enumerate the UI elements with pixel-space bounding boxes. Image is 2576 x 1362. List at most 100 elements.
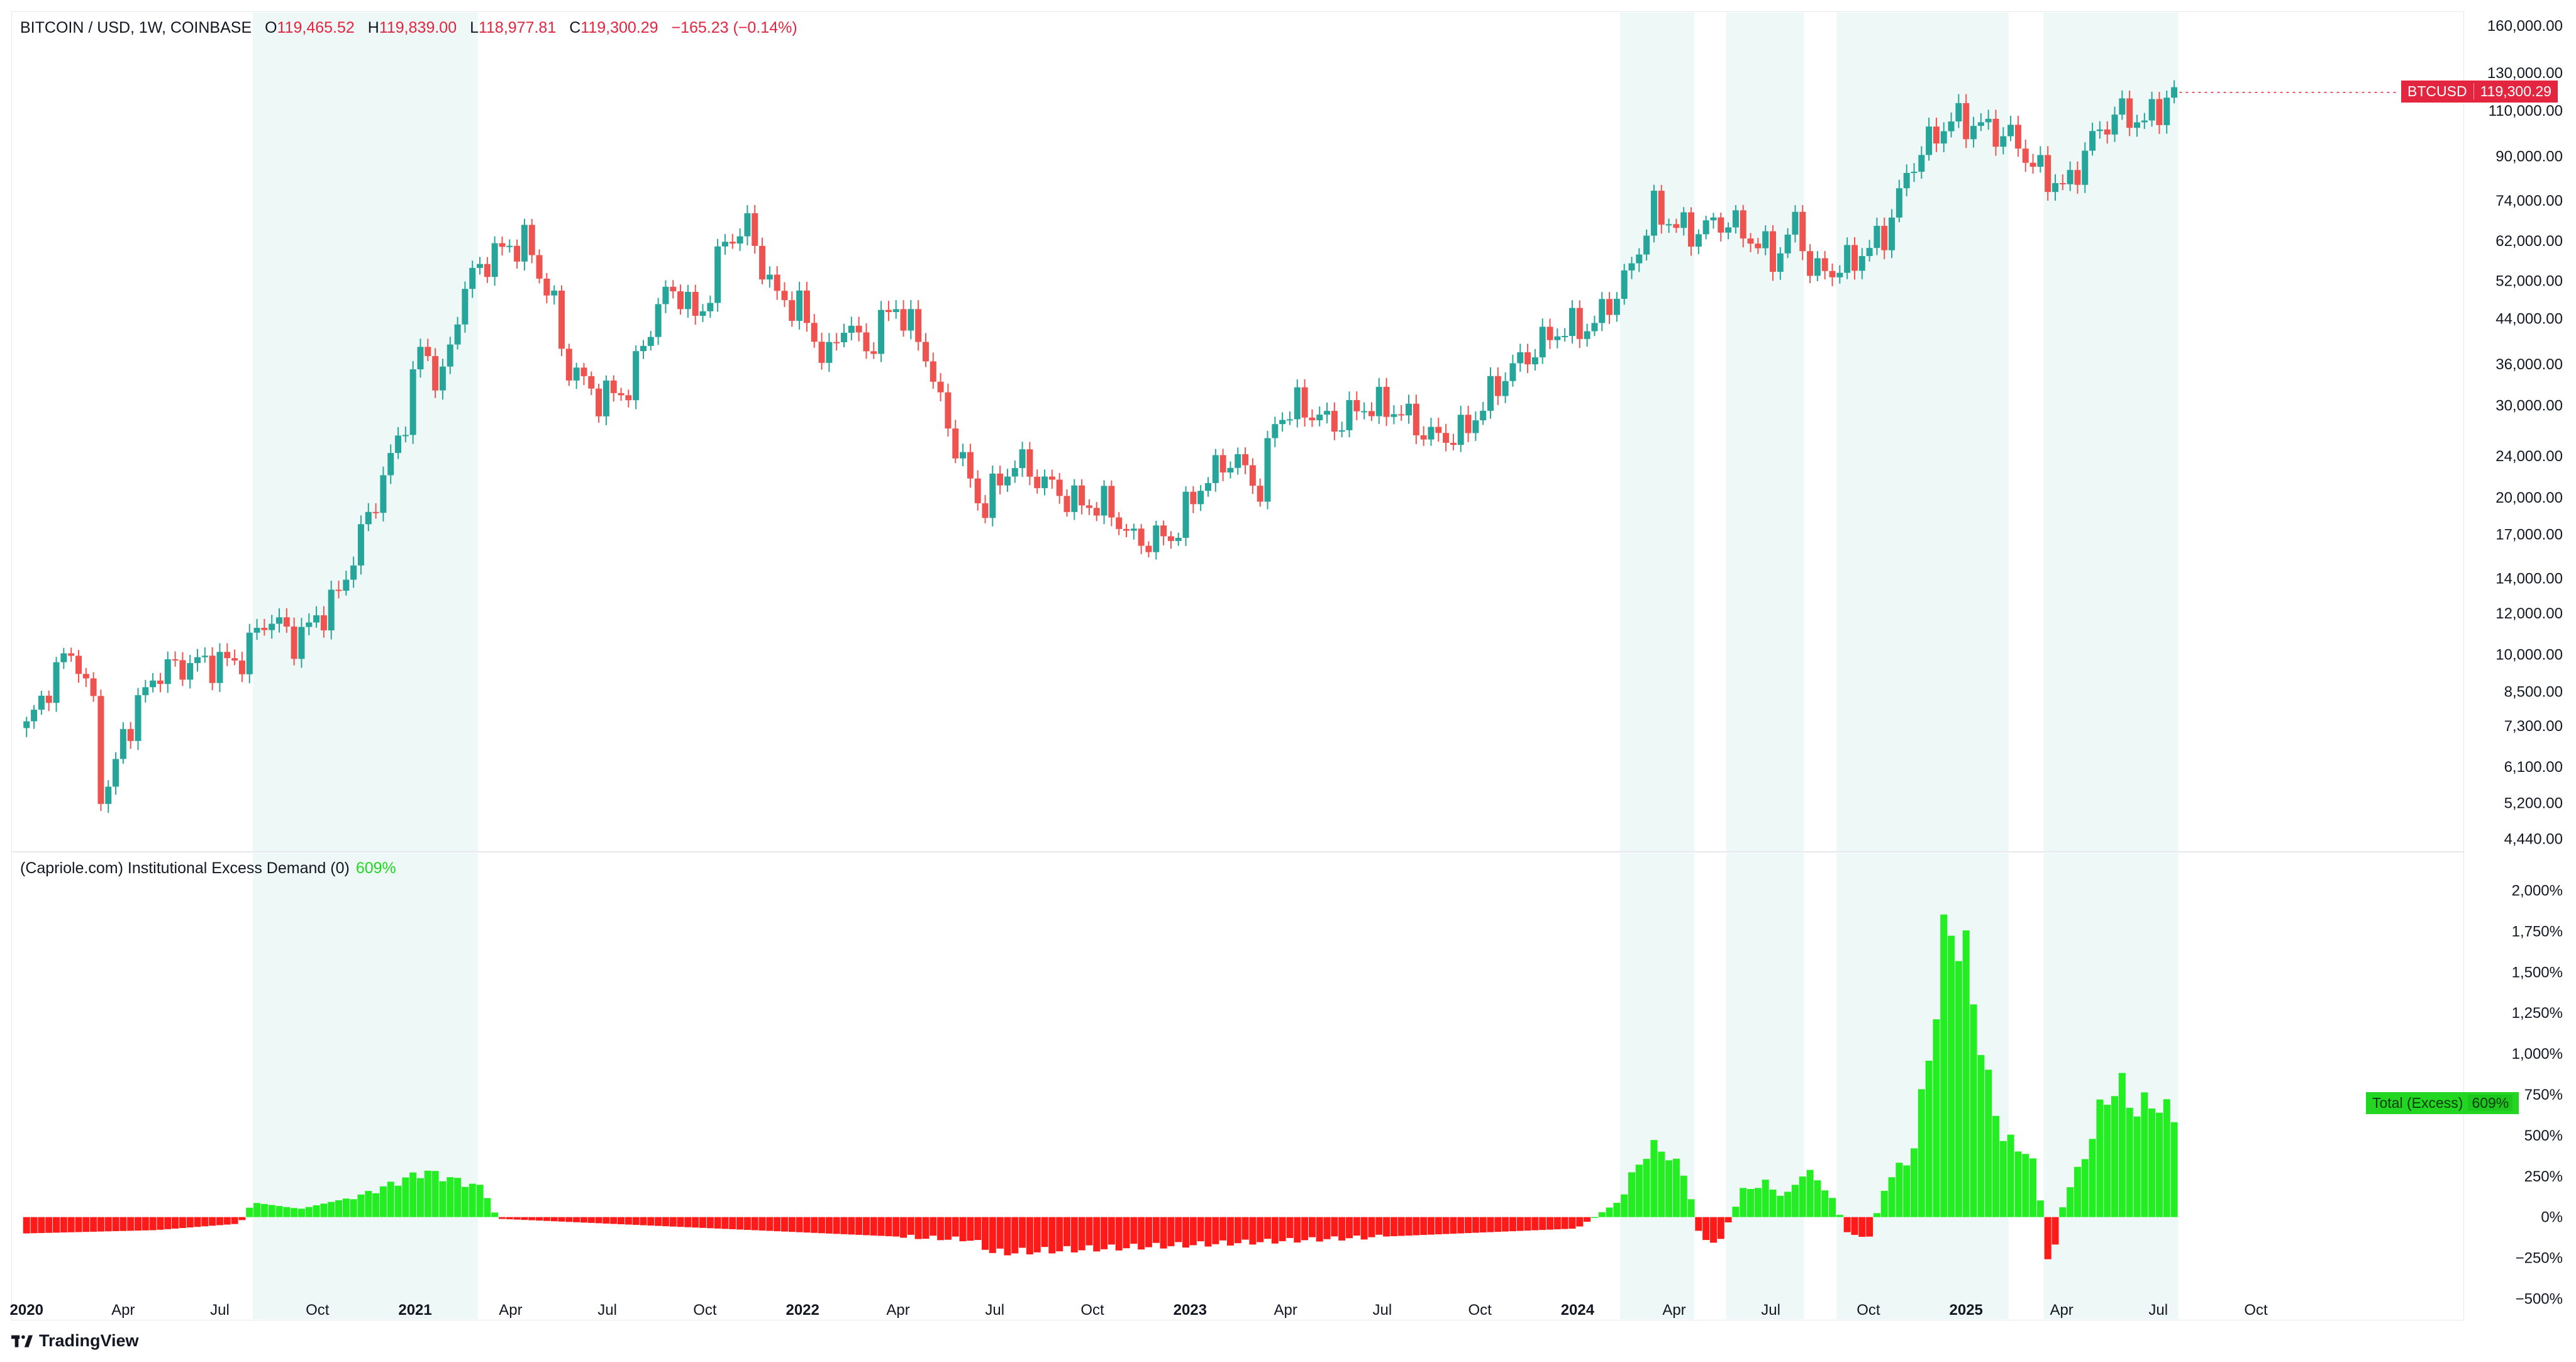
indicator-bar <box>402 1177 409 1217</box>
indicator-bar <box>1234 1217 1241 1244</box>
indicator-bar <box>818 1217 826 1234</box>
time-axis-tick: Oct <box>1468 1302 1492 1319</box>
candle-body <box>2029 162 2036 167</box>
candle-body <box>974 478 981 503</box>
candle-body <box>1480 410 1487 421</box>
indicator-bar <box>989 1217 996 1253</box>
time-axis-tick: Oct <box>2244 1302 2268 1319</box>
indicator-bar <box>714 1217 721 1229</box>
candle-body <box>1710 217 1717 221</box>
indicator-bar <box>1628 1172 1635 1217</box>
candle-body <box>113 759 119 787</box>
indicator-bar <box>313 1205 320 1217</box>
candle-body <box>1799 211 1806 252</box>
candle-body <box>291 626 297 659</box>
indicator-bar <box>974 1217 982 1241</box>
indicator-bar <box>1836 1215 1843 1217</box>
candle-body <box>372 511 379 513</box>
candle-body <box>1866 248 1873 257</box>
candle-body <box>275 617 282 624</box>
candle-body <box>1777 253 1784 272</box>
indicator-bar <box>825 1217 833 1234</box>
candle-body <box>194 657 201 663</box>
indicator-bar <box>328 1202 335 1217</box>
symbol-title[interactable]: BITCOIN / USD, 1W, COINBASE <box>20 19 252 36</box>
price-axis-tick: 7,300.00 <box>2504 718 2563 735</box>
indicator-bar <box>1085 1217 1093 1246</box>
price-axis-tick: 12,000.00 <box>2496 605 2563 622</box>
price-axis-tick: 8,500.00 <box>2504 683 2563 700</box>
indicator-bar <box>45 1217 53 1233</box>
candle-body <box>97 696 104 804</box>
indicator-bar <box>1955 961 1962 1217</box>
candle-body <box>989 473 996 518</box>
indicator-bar <box>1524 1217 1531 1231</box>
candle-body <box>848 325 855 333</box>
candle-body <box>164 659 171 684</box>
indicator-axis-tick: −500% <box>2516 1290 2563 1307</box>
candle-body <box>1889 217 1896 250</box>
indicator-bar <box>1724 1217 1732 1223</box>
candle-body <box>1695 234 1702 247</box>
candle-body <box>298 627 305 659</box>
candle-body <box>826 342 833 363</box>
indicator-bar <box>350 1199 357 1217</box>
indicator-bar <box>1413 1217 1420 1236</box>
candle-body <box>238 660 245 674</box>
candle-body <box>454 324 461 345</box>
candle-body <box>269 623 275 630</box>
candle-body <box>1918 155 1925 172</box>
indicator-bar <box>1331 1217 1338 1237</box>
indicator-bar <box>855 1217 863 1235</box>
indicator-header[interactable]: (Capriole.com) Institutional Excess Dema… <box>20 859 396 878</box>
candle-body <box>261 627 268 630</box>
candle-body <box>477 264 484 268</box>
indicator-bar <box>260 1203 268 1217</box>
candle-body <box>774 274 780 291</box>
indicator-axis-tick: 0% <box>2541 1209 2563 1226</box>
candle-body <box>922 342 929 362</box>
indicator-bar <box>1709 1217 1717 1243</box>
candle-body <box>1680 212 1687 228</box>
indicator-bar <box>179 1217 186 1229</box>
tradingview-footer[interactable]: TradingView <box>11 1331 139 1351</box>
candle-body <box>1145 545 1152 552</box>
time-axis-tick: Jul <box>985 1302 1004 1319</box>
candle-body <box>201 656 208 657</box>
indicator-bar <box>1843 1217 1851 1232</box>
candle-body <box>543 278 550 296</box>
candle-body <box>1896 188 1902 218</box>
indicator-bar <box>1948 935 1955 1217</box>
indicator-bar <box>1933 1019 1940 1217</box>
indicator-bar <box>172 1217 179 1229</box>
indicator-bar <box>387 1181 394 1217</box>
indicator-bar <box>1004 1217 1011 1256</box>
indicator-bar <box>357 1194 365 1217</box>
indicator-bar <box>1769 1189 1777 1217</box>
indicator-bar <box>1257 1217 1264 1242</box>
indicator-bar <box>996 1217 1004 1249</box>
time-axis-tick: Jul <box>1761 1302 1780 1319</box>
indicator-bar <box>774 1217 781 1232</box>
candle-body <box>684 291 691 310</box>
indicator-bar <box>30 1217 38 1234</box>
candle-body <box>387 453 394 476</box>
indicator-bar <box>275 1206 283 1217</box>
candle-body <box>320 615 327 630</box>
time-axis-tick: Apr <box>499 1302 522 1319</box>
indicator-bar <box>558 1217 565 1222</box>
indicator-bar <box>1814 1180 1821 1217</box>
indicator-bar <box>104 1217 112 1232</box>
price-axis-tick: 30,000.00 <box>2496 398 2563 415</box>
indicator-bar <box>1896 1163 1903 1217</box>
candle-body <box>357 524 364 566</box>
candle-body <box>952 428 959 459</box>
indicator-bar <box>877 1217 885 1236</box>
indicator-bar <box>134 1217 142 1231</box>
price-axis-tick: 10,000.00 <box>2496 647 2563 664</box>
indicator-bar <box>157 1217 164 1230</box>
price-axis-tick: 110,000.00 <box>2489 103 2563 120</box>
indicator-bar <box>1561 1217 1568 1229</box>
price-axis-tick: 36,000.00 <box>2496 356 2563 373</box>
candle-body <box>528 225 535 255</box>
